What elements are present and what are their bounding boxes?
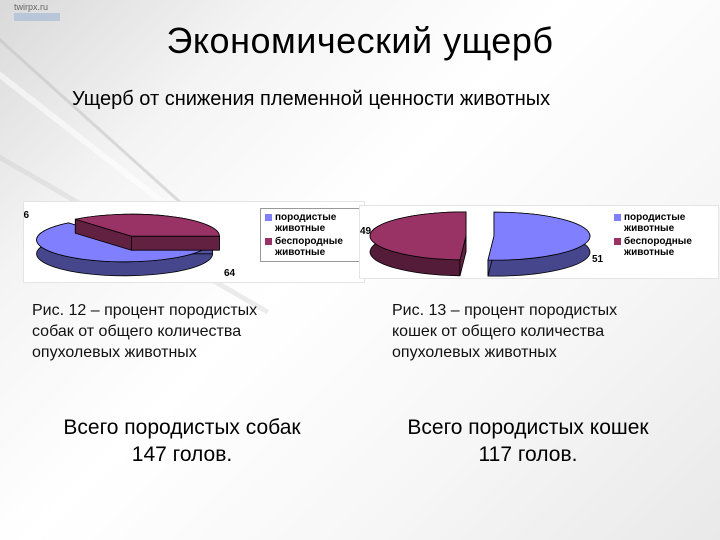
watermark-badge — [14, 13, 60, 21]
data-label: 36 — [24, 210, 30, 221]
legend-cats: породистые животные беспородные животные — [612, 210, 720, 260]
caption-line: опухолевых животных — [32, 344, 197, 361]
pie-chart-dogs: 64 36 породистые животные беспородные жив… — [24, 202, 369, 282]
watermark-text: twirpx.ru — [14, 2, 49, 12]
figure-caption-cats: Рис. 13 – процент породистых кошек от об… — [392, 300, 692, 363]
legend-item-purebred: породистые животные — [614, 212, 718, 234]
legend-swatch-purebred — [614, 214, 621, 221]
legend-item-purebred: породистые животные — [265, 212, 365, 234]
legend-label: породистые животные — [624, 212, 686, 234]
total-line: 117 голов. — [478, 443, 578, 466]
pie-chart-cats-plot: 51 49 — [360, 211, 604, 277]
pie-slice-purebred — [487, 211, 591, 277]
pie-slice-mixed — [369, 211, 467, 277]
legend-label: беспородные животные — [624, 236, 692, 258]
total-line: Всего породистых кошек — [407, 416, 649, 439]
caption-line: опухолевых животных — [392, 344, 557, 361]
total-line: Всего породистых собак — [63, 416, 301, 439]
legend-swatch-mixed — [614, 238, 621, 245]
pie-slice-top — [369, 211, 467, 261]
legend-item-mixed: беспородные животные — [614, 236, 718, 258]
data-label: 64 — [224, 268, 236, 279]
pie-chart-dogs-plot: 64 36 — [24, 210, 236, 279]
legend-label: беспородные животные — [275, 236, 343, 258]
data-label: 49 — [360, 226, 372, 237]
pie-slice-top — [487, 211, 591, 261]
pie-slice-mixed — [74, 213, 220, 251]
total-line: 147 голов. — [131, 443, 233, 466]
slide-title: Экономический ущерб — [166, 20, 554, 61]
caption-line: Рис. 13 – процент породистых — [392, 302, 618, 319]
legend-swatch-purebred — [265, 214, 272, 221]
caption-line: кошек от общего количества — [392, 323, 605, 340]
caption-line: собак от общего количества — [32, 323, 242, 340]
legend-item-mixed: беспородные животные — [265, 236, 365, 258]
pie-slice-top — [75, 213, 220, 237]
legend-swatch-mixed — [265, 238, 272, 245]
legend-dogs: породистые животные беспородные животные — [260, 208, 369, 262]
legend-label: породистые животные — [275, 212, 337, 234]
data-label: 51 — [592, 254, 604, 265]
watermark: twirpx.ru — [14, 2, 60, 21]
total-dogs: Всего породистых собак 147 голов. — [24, 414, 340, 468]
pie-chart-cats: 51 49 породистые животные беспородные жив… — [360, 206, 718, 278]
slide-subtitle: Ущерб от снижения племенной ценности жив… — [72, 88, 551, 110]
pie-slice-wall — [131, 235, 220, 251]
total-cats: Всего породистых кошек 117 голов. — [370, 414, 686, 468]
caption-line: Рис. 12 – процент породистых — [32, 302, 258, 319]
figure-caption-dogs: Рис. 12 – процент породистых собак от об… — [32, 300, 332, 363]
